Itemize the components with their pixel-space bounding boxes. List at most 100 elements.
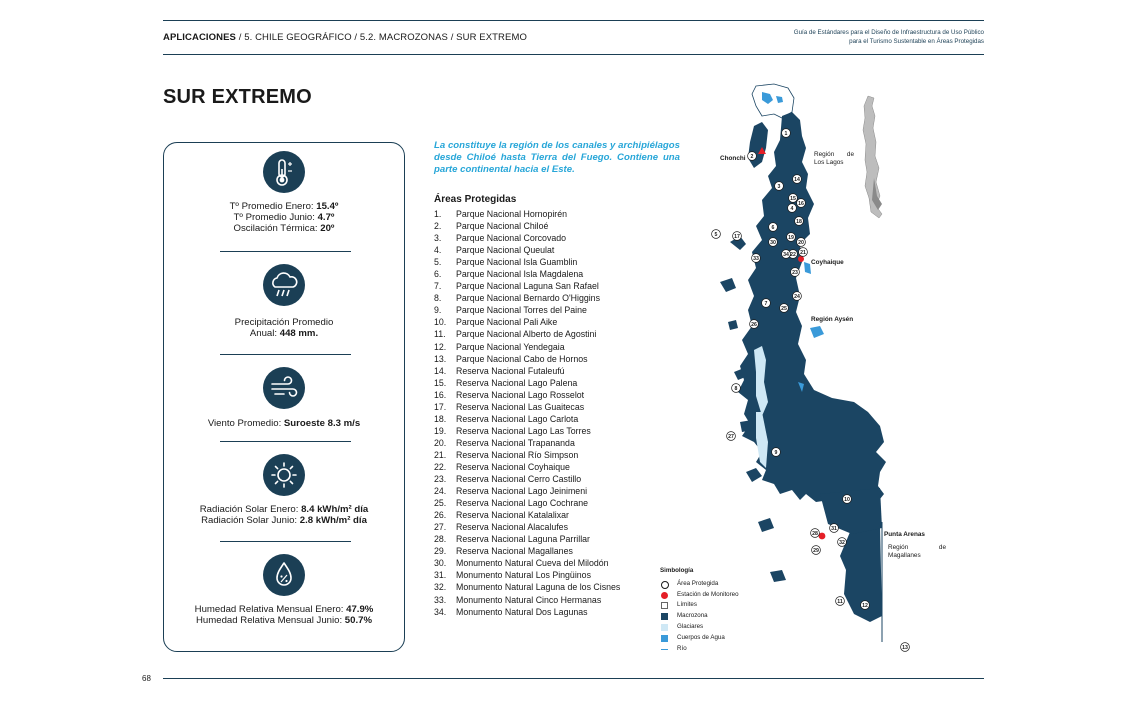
protected-area-name: Parque Nacional Isla Guamblin <box>456 257 578 268</box>
protected-area-item: 16. Reserva Nacional Lago Rosselot <box>434 389 620 401</box>
protected-area-number: 2. <box>434 221 442 232</box>
macrozona-main <box>738 112 886 506</box>
protected-area-item: 32. Monumento Natural Laguna de los Cisne… <box>434 581 620 593</box>
river-swatch <box>661 648 668 650</box>
protected-area-item: 10. Parque Nacional Pali Aike <box>434 316 620 328</box>
label-punta-arenas: Punta Arenas <box>884 531 925 538</box>
solar-june: Radiación Solar Junio: 2.8 kWh/m² día <box>164 515 404 526</box>
protected-area-number: 15. <box>434 377 447 388</box>
humidity-january: Humedad Relativa Mensual Enero: 47.9% <box>164 604 404 615</box>
legend-item-water-bodies: Cuerpos de Agua <box>660 633 739 644</box>
map-legend: Simbología Área Protegida Estación de Mo… <box>660 566 739 654</box>
protected-area-marker-label: 21 <box>800 250 806 256</box>
protected-area-marker-label: 31 <box>831 526 837 532</box>
protected-area-number: 9. <box>434 305 442 316</box>
solar-january-value: 8.4 kWh/m² día <box>301 504 369 515</box>
protected-area-marker-10: 10 <box>842 494 852 504</box>
guide-title-line1: Guía de Estándares para el Diseño de Inf… <box>793 29 984 36</box>
intro-text: La constituye la región de los canales y… <box>434 140 680 175</box>
protected-area-marker-label: 23 <box>792 270 798 276</box>
guide-title: Guía de Estándares para el Diseño de Inf… <box>794 28 984 46</box>
protected-area-marker-label: 5 <box>715 232 718 238</box>
protected-area-marker-23: 23 <box>790 267 800 277</box>
protected-area-name: Reserva Nacional Cerro Castillo <box>456 474 582 485</box>
protected-area-name: Reserva Nacional Lago Jeinimeni <box>456 486 588 497</box>
protected-area-marker-29: 29 <box>811 545 821 555</box>
protected-area-number: 25. <box>434 498 447 509</box>
solar-january-label: Radiación Solar Enero: <box>199 504 302 515</box>
protected-area-number: 33. <box>434 594 447 605</box>
glaciers-swatch <box>661 623 668 631</box>
temperature-stats: Tº Promedio Enero: 15.4º Tº Promedio Jun… <box>164 201 404 234</box>
protected-area-marker-34: 34 <box>781 249 791 259</box>
humidity-stats: Humedad Relativa Mensual Enero: 47.9% Hu… <box>164 604 404 626</box>
legend-label: Estación de Monitoreo <box>677 590 739 598</box>
precipitation-label: Precipitación Promedio <box>234 317 334 328</box>
label-chonchi: Chonchi <box>720 155 746 162</box>
protected-area-marker-20: 20 <box>796 237 806 247</box>
protected-area-number: 20. <box>434 437 447 448</box>
protected-area-number: 17. <box>434 401 447 412</box>
limits-swatch <box>661 602 668 610</box>
label-coyhaique: Coyhaique <box>811 259 844 266</box>
protected-area-name: Monumento Natural Cinco Hermanas <box>456 594 602 605</box>
protected-area-marker-label: 16 <box>798 201 804 207</box>
protected-area-marker-12: 12 <box>860 600 870 610</box>
protected-area-marker-27: 27 <box>726 431 736 441</box>
protected-area-item: 33. Monumento Natural Cinco Hermanas <box>434 594 620 606</box>
protected-area-marker-label: 12 <box>862 603 868 609</box>
precipitation-annual-value: 448 mm. <box>279 328 319 339</box>
inset-chile-silhouette <box>862 95 883 219</box>
protected-area-item: 20. Reserva Nacional Trapananda <box>434 437 620 449</box>
protected-area-marker-label: 30 <box>770 240 776 246</box>
protected-area-marker-2: 2 <box>747 151 757 161</box>
protected-area-marker-8: 8 <box>731 383 741 393</box>
legend-label: Límites <box>677 601 697 609</box>
protected-area-marker-7: 7 <box>761 298 771 308</box>
label-region-los-lagos-2: Los Lagos <box>814 159 844 166</box>
protected-area-number: 11. <box>434 329 446 340</box>
protected-area-number: 7. <box>434 281 442 292</box>
wind-average: Viento Promedio: Suroeste 8.3 m/s <box>164 418 404 429</box>
protected-area-marker-25: 25 <box>779 303 789 313</box>
label-region-los-lagos: Región de Los Lagos <box>814 151 854 167</box>
label-region-magallanes-2: Magallanes <box>888 552 921 559</box>
protected-area-item: 30. Monumento Natural Cueva del Milodón <box>434 557 620 569</box>
protected-area-name: Reserva Nacional Trapananda <box>456 437 575 448</box>
protected-area-marker-label: 7 <box>765 301 768 307</box>
protected-area-number: 13. <box>434 353 447 364</box>
protected-area-number: 8. <box>434 293 442 304</box>
protected-area-number: 26. <box>434 510 447 521</box>
protected-area-item: 22. Reserva Nacional Coyhaique <box>434 461 620 473</box>
macrozona-swatch <box>661 613 668 621</box>
protected-area-name: Monumento Natural Dos Lagunas <box>456 606 588 617</box>
protected-area-name: Reserva Nacional Laguna Parrillar <box>456 534 590 545</box>
protected-area-name: Reserva Nacional Alacalufes <box>456 522 568 533</box>
sun-icon <box>263 454 305 496</box>
protected-area-marker-14: 14 <box>792 174 802 184</box>
protected-area-marker-33: 33 <box>751 253 761 263</box>
protected-area-marker-3: 3 <box>774 181 784 191</box>
protected-area-number: 21. <box>434 449 447 460</box>
protected-area-item: 29. Reserva Nacional Magallanes <box>434 545 620 557</box>
label-region-magallanes-1: Región <box>888 544 909 551</box>
legend-label: Macrozona <box>677 612 708 620</box>
protected-area-name: Reserva Nacional Coyhaique <box>456 461 570 472</box>
protected-area-name: Parque Nacional Queulat <box>456 245 555 256</box>
card-divider <box>220 441 351 442</box>
humidity-january-value: 47.9% <box>346 604 374 615</box>
protected-area-name: Parque Nacional Laguna San Rafael <box>456 281 599 292</box>
label-region-los-lagos-1: Región <box>814 151 835 158</box>
protected-area-name: Parque Nacional Isla Magdalena <box>456 269 584 280</box>
tierra-del-fuego <box>840 526 882 622</box>
label-region-magallanes: Región de Magallanes <box>888 544 946 560</box>
protected-area-item: 7. Parque Nacional Laguna San Rafael <box>434 280 620 292</box>
protected-area-number: 5. <box>434 257 442 268</box>
protected-area-name: Parque Nacional Yendegaia <box>456 341 565 352</box>
protected-area-marker-9: 9 <box>771 447 781 457</box>
protected-area-number: 1. <box>434 209 442 219</box>
thermometer-icon <box>263 151 305 193</box>
protected-area-name: Reserva Nacional Lago Las Torres <box>456 425 591 436</box>
protected-area-name: Monumento Natural Laguna de los Cisnes <box>456 582 621 593</box>
protected-area-number: 29. <box>434 546 447 557</box>
